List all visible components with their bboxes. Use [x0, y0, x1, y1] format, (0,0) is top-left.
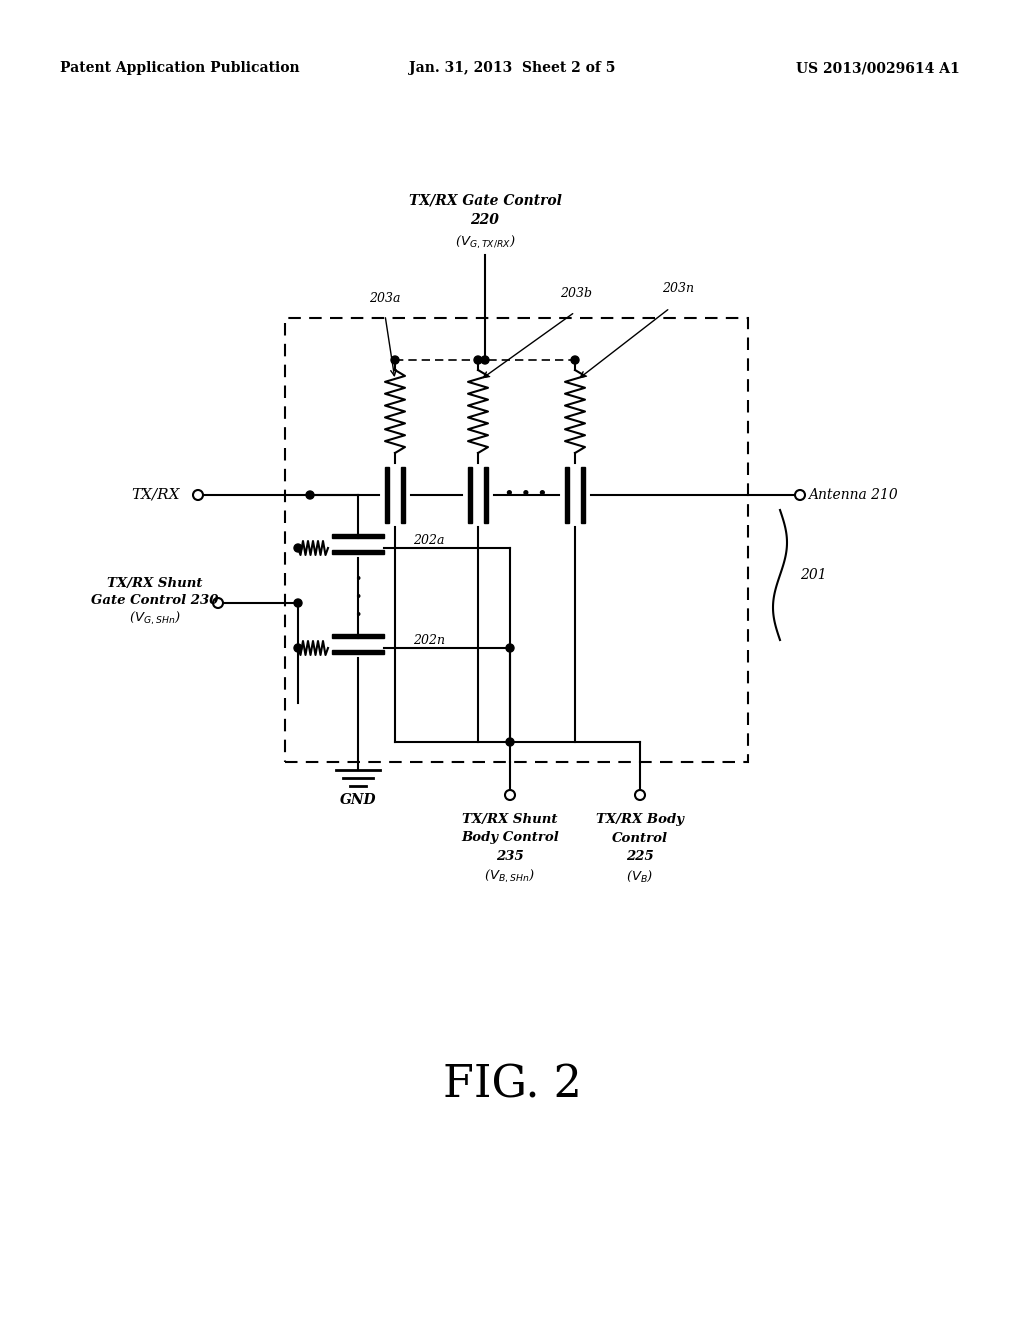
Bar: [385, 467, 389, 523]
Text: US 2013/0029614 A1: US 2013/0029614 A1: [797, 61, 961, 75]
Circle shape: [506, 738, 514, 746]
Text: 202a: 202a: [413, 533, 444, 546]
Circle shape: [193, 490, 203, 500]
Text: FIG. 2: FIG. 2: [442, 1064, 582, 1106]
Circle shape: [571, 356, 579, 364]
Circle shape: [635, 789, 645, 800]
Bar: [468, 467, 472, 523]
Circle shape: [795, 490, 805, 500]
Bar: [581, 467, 585, 523]
Text: Jan. 31, 2013  Sheet 2 of 5: Jan. 31, 2013 Sheet 2 of 5: [409, 61, 615, 75]
Text: 202n: 202n: [413, 634, 445, 647]
Bar: [332, 550, 384, 554]
Bar: [332, 634, 384, 638]
Circle shape: [481, 356, 489, 364]
Text: ($V_{G, TX/RX}$): ($V_{G, TX/RX}$): [455, 234, 515, 251]
Text: TX/RX: TX/RX: [131, 488, 180, 502]
Text: TX/RX Gate Control: TX/RX Gate Control: [409, 193, 561, 207]
Text: ($V_{G,SHn}$): ($V_{G,SHn}$): [129, 610, 181, 627]
Text: TX/RX Shunt: TX/RX Shunt: [462, 813, 558, 826]
Text: Gate Control 230: Gate Control 230: [91, 594, 219, 606]
Text: 235: 235: [496, 850, 524, 862]
Text: ($V_{B,SHn}$): ($V_{B,SHn}$): [484, 867, 536, 884]
Text: • • •: • • •: [504, 486, 548, 504]
Circle shape: [294, 599, 302, 607]
Circle shape: [306, 491, 314, 499]
Bar: [332, 535, 384, 539]
Text: ($V_B$): ($V_B$): [627, 869, 653, 883]
Text: 225: 225: [626, 850, 654, 862]
Circle shape: [213, 598, 223, 609]
Text: Control: Control: [612, 832, 668, 845]
Text: 203b: 203b: [560, 286, 592, 300]
Bar: [401, 467, 406, 523]
Text: TX/RX Shunt: TX/RX Shunt: [108, 577, 203, 590]
Circle shape: [474, 356, 482, 364]
Text: 201: 201: [800, 568, 826, 582]
Bar: [332, 649, 384, 653]
Text: 203a: 203a: [370, 292, 400, 305]
Circle shape: [391, 356, 399, 364]
Text: Patent Application Publication: Patent Application Publication: [60, 61, 300, 75]
Text: 220: 220: [471, 213, 500, 227]
Text: TX/RX Body: TX/RX Body: [596, 813, 684, 826]
Circle shape: [505, 789, 515, 800]
Text: •
•
•: • • •: [354, 573, 361, 623]
Text: Body Control: Body Control: [461, 832, 559, 845]
Circle shape: [294, 644, 302, 652]
Circle shape: [506, 644, 514, 652]
Circle shape: [294, 544, 302, 552]
Bar: [484, 467, 488, 523]
Text: 203n: 203n: [662, 282, 694, 294]
Text: GND: GND: [340, 793, 376, 807]
Text: Antenna 210: Antenna 210: [808, 488, 898, 502]
Bar: [565, 467, 569, 523]
